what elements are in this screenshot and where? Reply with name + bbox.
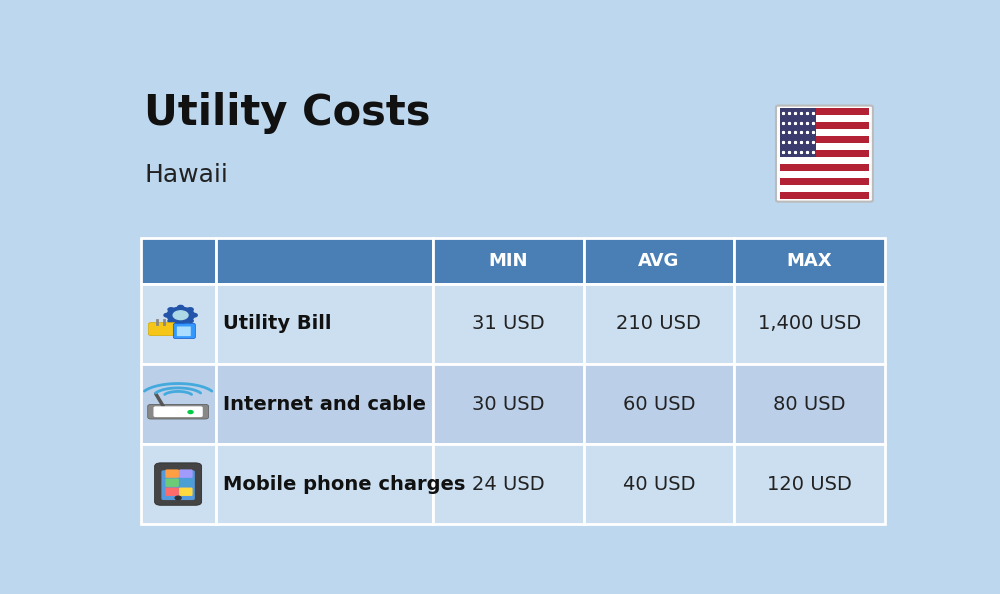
- FancyBboxPatch shape: [148, 405, 208, 419]
- Text: 80 USD: 80 USD: [773, 394, 846, 413]
- FancyBboxPatch shape: [780, 185, 869, 192]
- FancyBboxPatch shape: [216, 444, 433, 524]
- FancyBboxPatch shape: [161, 470, 195, 500]
- Text: 120 USD: 120 USD: [767, 475, 852, 494]
- Text: Hawaii: Hawaii: [144, 163, 228, 187]
- FancyBboxPatch shape: [433, 444, 584, 524]
- FancyBboxPatch shape: [433, 284, 584, 364]
- FancyBboxPatch shape: [780, 157, 869, 164]
- FancyBboxPatch shape: [734, 284, 885, 364]
- FancyBboxPatch shape: [140, 284, 216, 364]
- FancyBboxPatch shape: [216, 238, 433, 284]
- FancyBboxPatch shape: [780, 178, 869, 185]
- Text: Mobile phone charges: Mobile phone charges: [223, 475, 466, 494]
- Text: 40 USD: 40 USD: [623, 475, 695, 494]
- FancyBboxPatch shape: [149, 323, 175, 336]
- FancyBboxPatch shape: [780, 171, 869, 178]
- Text: Utility Costs: Utility Costs: [144, 92, 431, 134]
- FancyBboxPatch shape: [433, 364, 584, 444]
- FancyBboxPatch shape: [177, 327, 191, 336]
- Text: 1,400 USD: 1,400 USD: [758, 314, 861, 333]
- Text: 210 USD: 210 USD: [616, 314, 701, 333]
- FancyBboxPatch shape: [165, 469, 179, 478]
- FancyBboxPatch shape: [584, 284, 734, 364]
- FancyBboxPatch shape: [734, 364, 885, 444]
- Circle shape: [167, 307, 194, 323]
- FancyBboxPatch shape: [216, 364, 433, 444]
- FancyBboxPatch shape: [140, 444, 216, 524]
- Circle shape: [164, 314, 170, 317]
- FancyBboxPatch shape: [153, 406, 203, 417]
- FancyBboxPatch shape: [780, 164, 869, 171]
- FancyBboxPatch shape: [734, 238, 885, 284]
- FancyBboxPatch shape: [780, 143, 869, 150]
- FancyBboxPatch shape: [780, 192, 869, 200]
- FancyBboxPatch shape: [179, 488, 193, 496]
- Text: 30 USD: 30 USD: [472, 394, 545, 413]
- FancyBboxPatch shape: [584, 364, 734, 444]
- FancyBboxPatch shape: [140, 364, 216, 444]
- FancyBboxPatch shape: [734, 444, 885, 524]
- Circle shape: [187, 319, 193, 323]
- Circle shape: [187, 308, 193, 311]
- FancyBboxPatch shape: [173, 323, 195, 339]
- FancyBboxPatch shape: [155, 463, 202, 505]
- Circle shape: [191, 314, 197, 317]
- Text: MIN: MIN: [489, 252, 528, 270]
- FancyBboxPatch shape: [780, 108, 816, 157]
- Text: Internet and cable: Internet and cable: [223, 394, 426, 413]
- Text: 31 USD: 31 USD: [472, 314, 545, 333]
- FancyBboxPatch shape: [140, 238, 216, 284]
- FancyBboxPatch shape: [179, 469, 193, 478]
- FancyBboxPatch shape: [216, 284, 433, 364]
- FancyBboxPatch shape: [780, 129, 869, 136]
- FancyBboxPatch shape: [780, 136, 869, 143]
- FancyBboxPatch shape: [165, 479, 179, 487]
- Text: AVG: AVG: [638, 252, 679, 270]
- Circle shape: [178, 321, 184, 325]
- Circle shape: [188, 410, 193, 413]
- FancyBboxPatch shape: [780, 108, 869, 115]
- FancyBboxPatch shape: [165, 488, 179, 496]
- FancyBboxPatch shape: [780, 122, 869, 129]
- FancyBboxPatch shape: [776, 106, 873, 201]
- FancyBboxPatch shape: [780, 115, 869, 122]
- FancyBboxPatch shape: [179, 479, 193, 487]
- FancyBboxPatch shape: [433, 238, 584, 284]
- Circle shape: [173, 311, 188, 320]
- FancyBboxPatch shape: [584, 238, 734, 284]
- Circle shape: [178, 305, 184, 309]
- Text: Utility Bill: Utility Bill: [223, 314, 332, 333]
- Circle shape: [168, 319, 174, 323]
- Text: 24 USD: 24 USD: [472, 475, 545, 494]
- Circle shape: [168, 308, 174, 311]
- Text: 60 USD: 60 USD: [623, 394, 695, 413]
- Text: MAX: MAX: [786, 252, 832, 270]
- Circle shape: [175, 496, 181, 500]
- FancyBboxPatch shape: [584, 444, 734, 524]
- FancyBboxPatch shape: [780, 150, 869, 157]
